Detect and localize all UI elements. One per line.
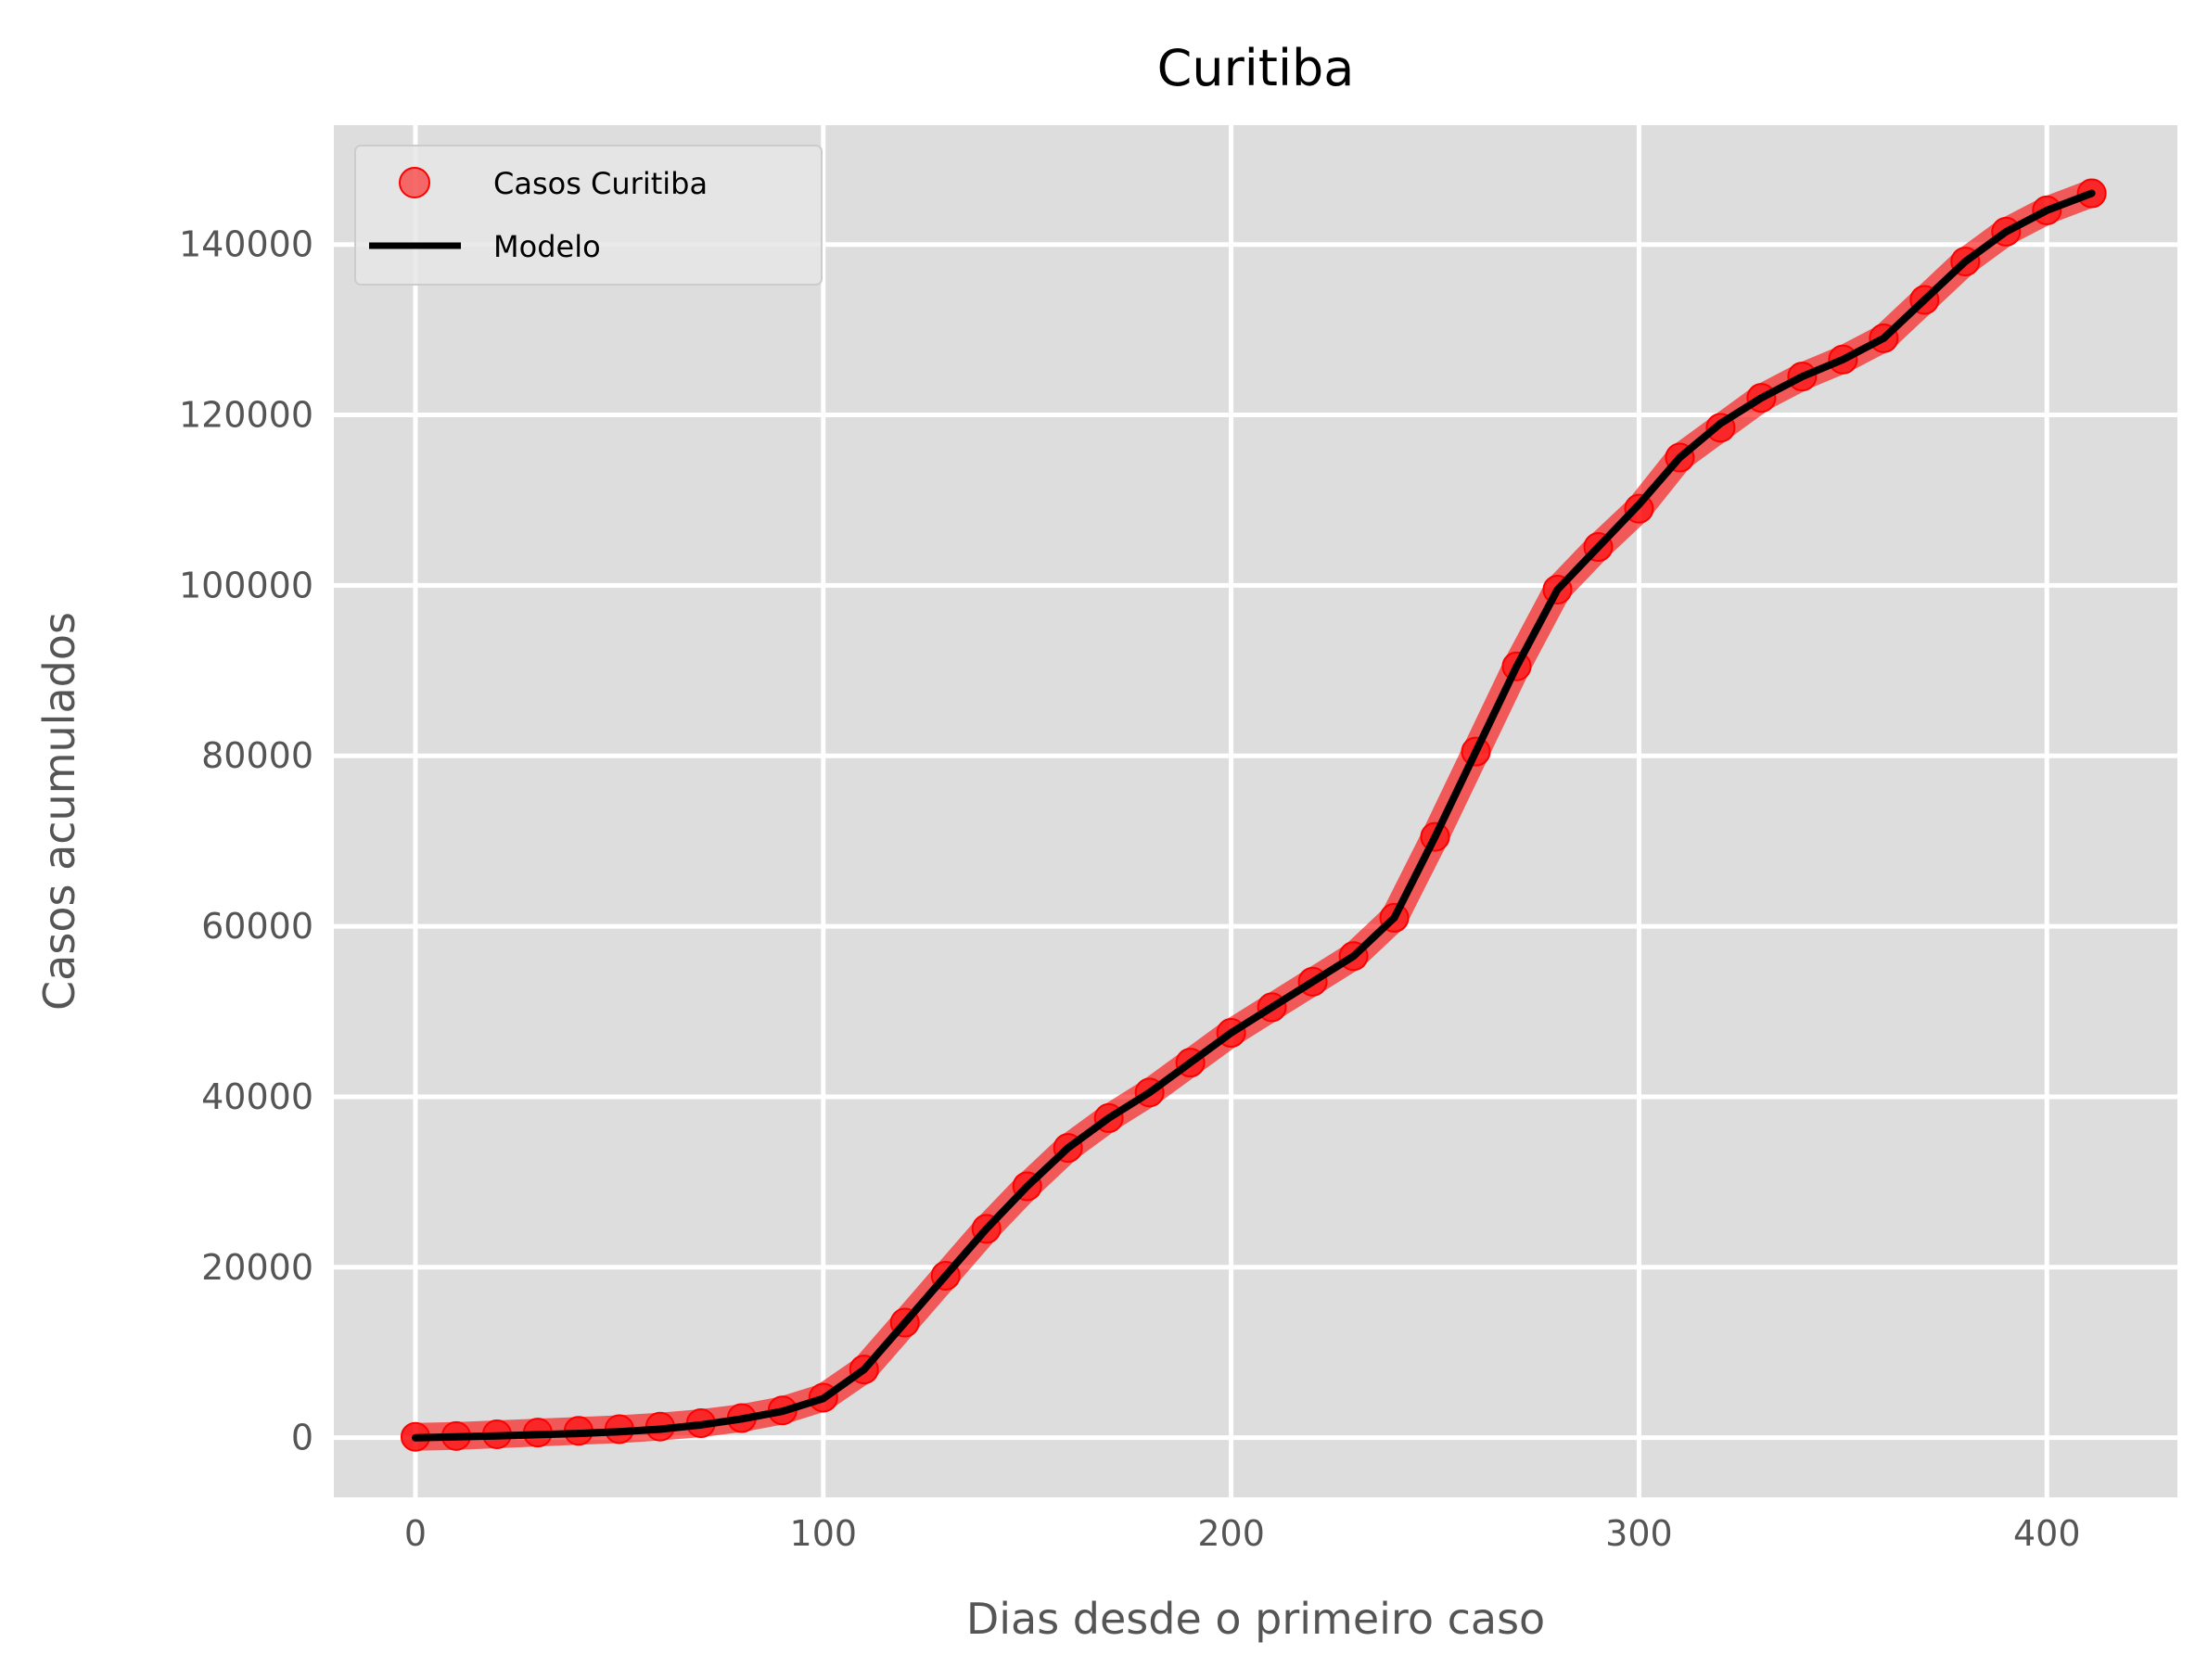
y-tick-label: 40000: [201, 1076, 313, 1117]
legend-marker-casos: [399, 167, 430, 198]
legend-label-casos: Casos Curitiba: [493, 166, 708, 201]
y-tick-label: 80000: [201, 735, 313, 776]
chart-title: Curitiba: [1157, 39, 1355, 97]
y-tick-label: 60000: [201, 906, 313, 947]
y-tick-label: 100000: [179, 565, 313, 605]
model-line: [412, 189, 2096, 1442]
x-tick-label: 100: [790, 1513, 858, 1554]
x-tick-label: 200: [1197, 1513, 1265, 1554]
y-tick-label: 140000: [179, 224, 313, 265]
legend-box: [354, 145, 823, 286]
legend-label-modelo: Modelo: [493, 229, 601, 264]
tick-labels: 0 100 200 300 400 0 20000 40000 60000 80000 100000…: [179, 224, 2081, 1554]
x-axis-label: Dias desde o primeiro caso: [966, 1594, 1545, 1644]
y-axis-label: Casos acumulados: [34, 612, 84, 1011]
x-tick-label: 400: [2013, 1513, 2081, 1554]
x-tick-label: 300: [1605, 1513, 1673, 1554]
x-tick-label: 0: [404, 1513, 427, 1554]
y-tick-label: 0: [291, 1418, 313, 1458]
y-tick-label: 120000: [179, 395, 313, 436]
y-tick-label: 20000: [201, 1247, 313, 1288]
grid-lines: [334, 125, 2177, 1497]
legend: Casos Curitiba Modelo: [354, 145, 823, 286]
series-layer: [400, 178, 2107, 1452]
